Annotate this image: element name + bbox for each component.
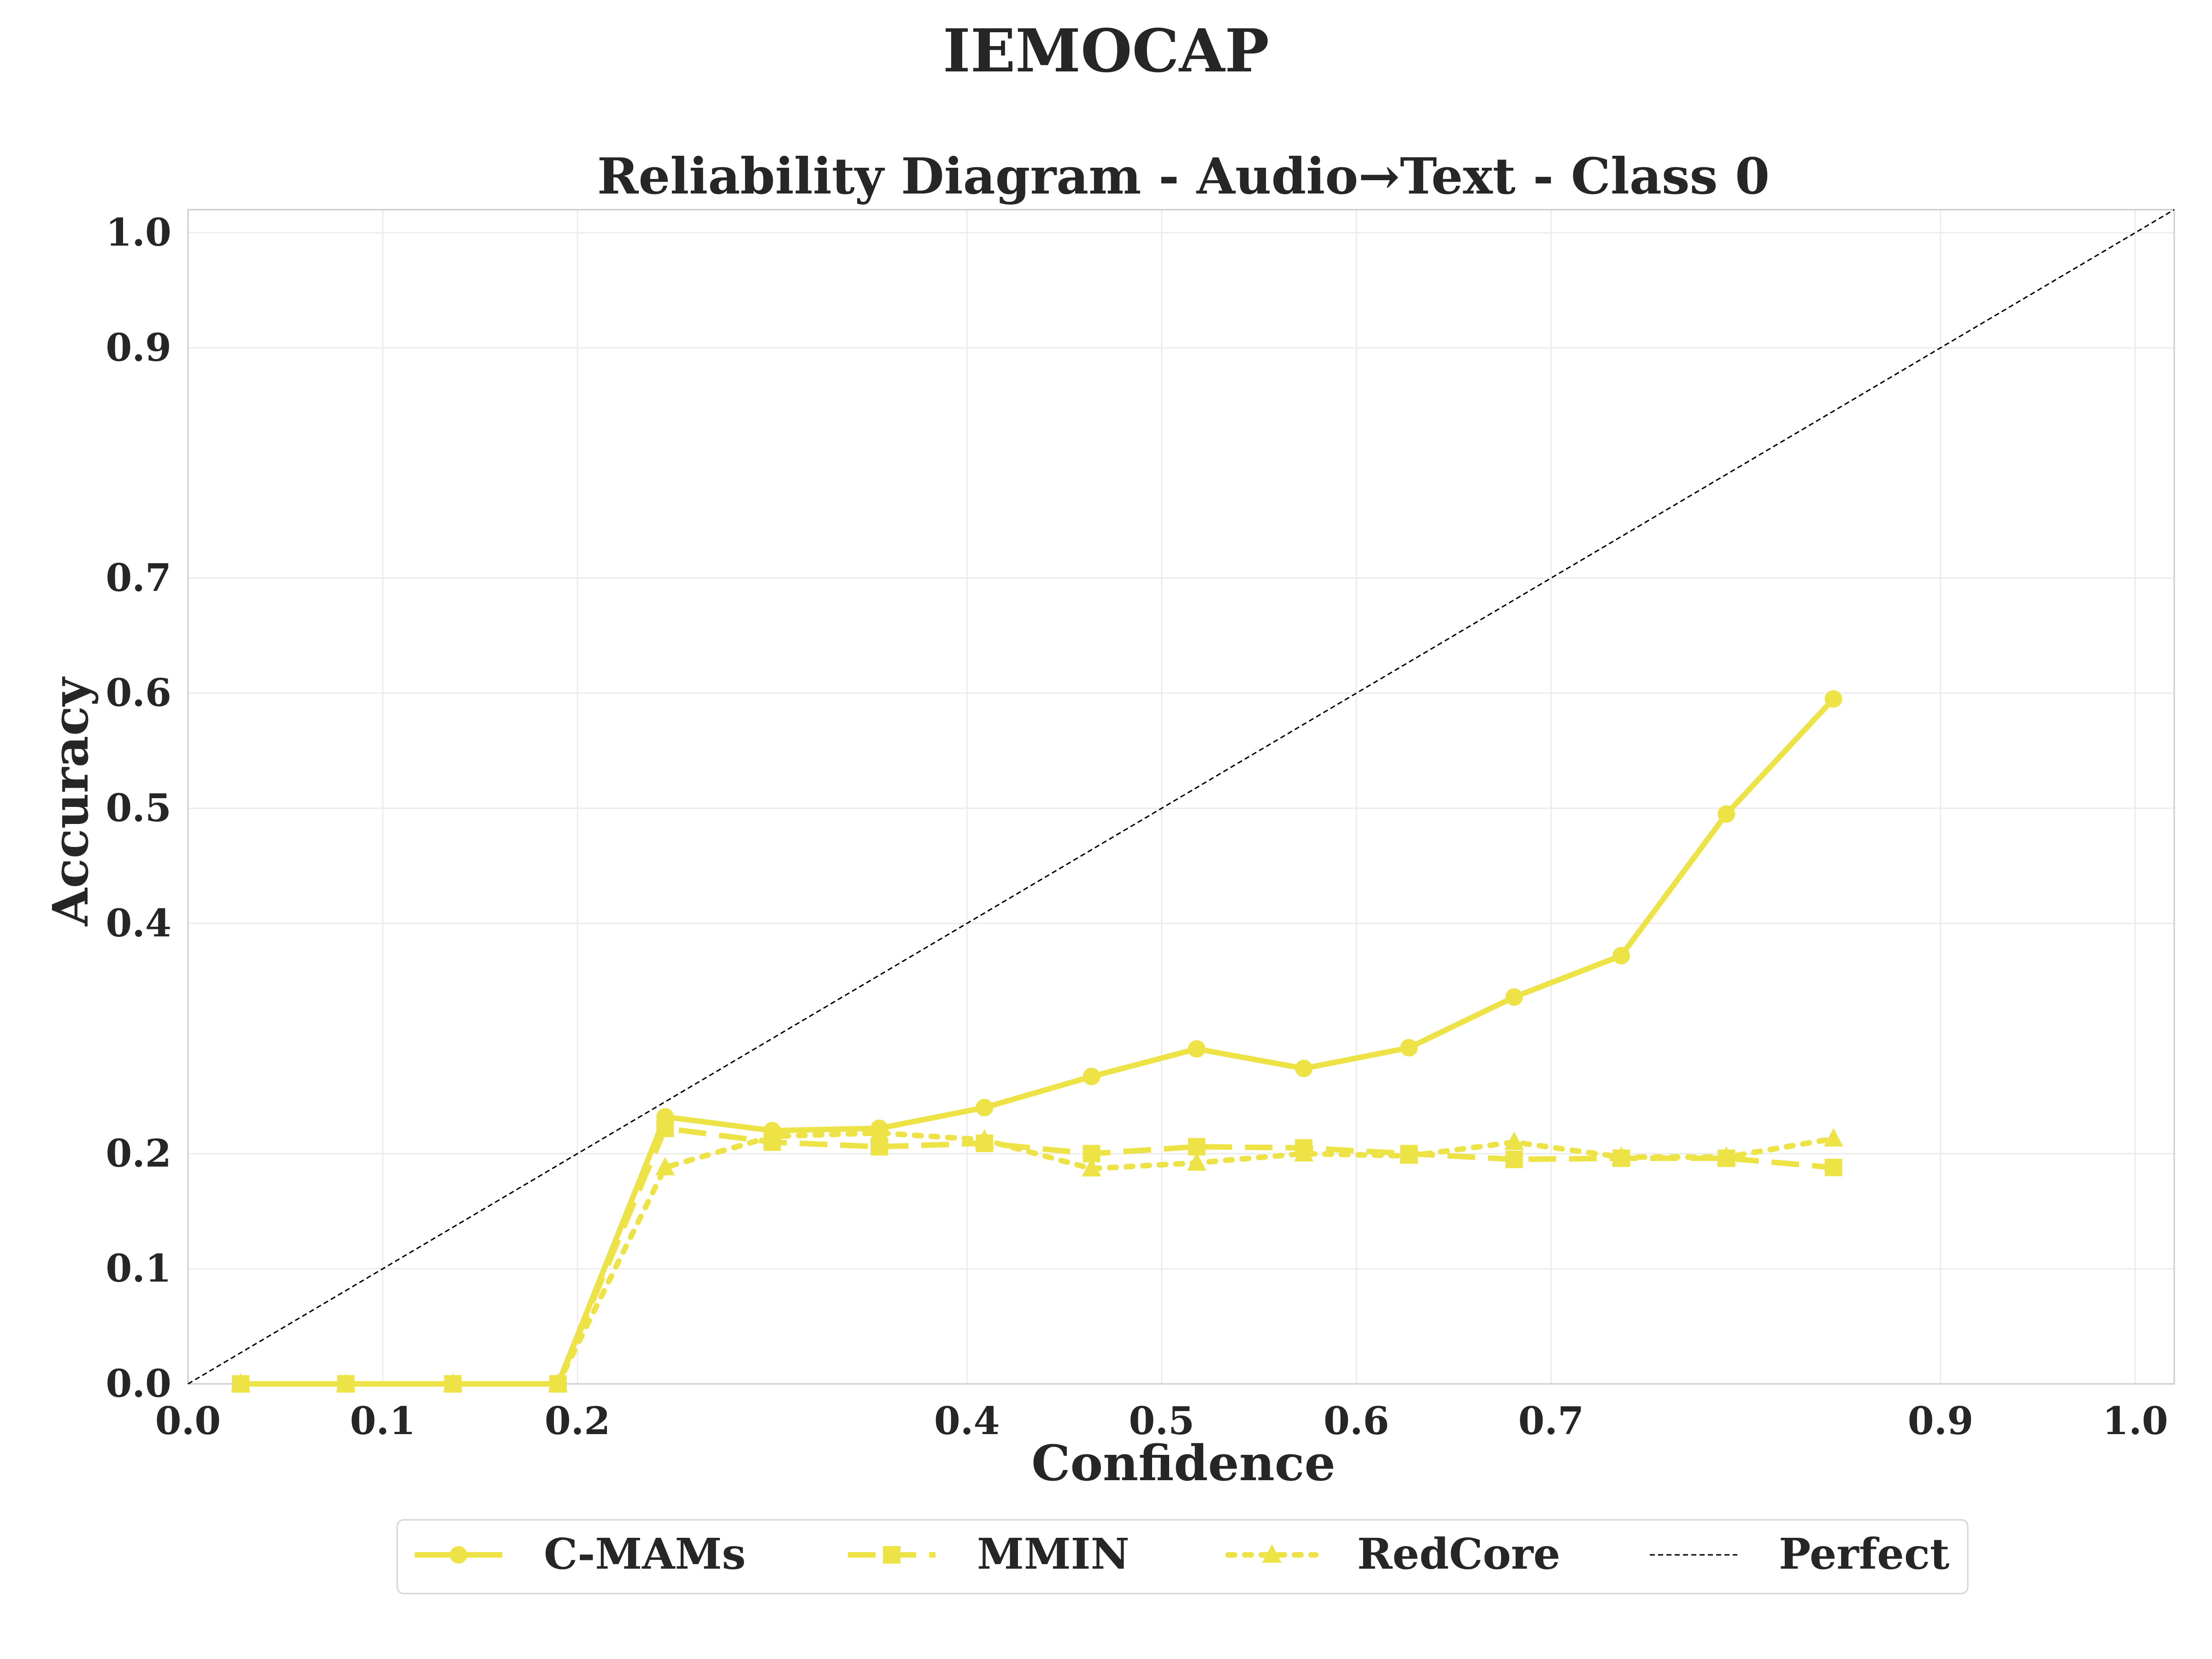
y-tick-label: 0.2 <box>106 1131 171 1176</box>
legend-label: MMIN <box>977 1529 1130 1579</box>
x-tick-label: 0.6 <box>1324 1399 1389 1443</box>
data-point <box>1505 988 1523 1006</box>
data-point <box>1188 1040 1206 1058</box>
data-point <box>1824 690 1842 708</box>
suptitle: IEMOCAP <box>943 17 1269 86</box>
legend-label: C-MAMs <box>544 1529 746 1579</box>
x-tick-label: 0.4 <box>934 1399 1000 1443</box>
y-tick-label: 0.1 <box>106 1247 171 1291</box>
data-point <box>871 1119 888 1137</box>
data-point <box>1504 1131 1524 1150</box>
series-c-mams <box>232 690 1842 1393</box>
data-point <box>1082 1158 1101 1177</box>
y-tick-labels: 0.0 0.1 0.2 0.4 0.5 0.6 0.7 0.9 1.0 <box>106 211 171 1406</box>
y-tick-label: 0.7 <box>106 556 171 600</box>
legend-marker <box>883 1546 900 1564</box>
data-point <box>1082 1145 1100 1163</box>
legend-entry-mmin: MMIN <box>848 1529 1130 1579</box>
series-line-mmin <box>241 1125 1834 1387</box>
series-perfect <box>188 209 2175 1385</box>
x-tick-label: 0.9 <box>1908 1399 1974 1443</box>
legend-marker <box>450 1546 467 1564</box>
x-tick-label: 0.5 <box>1129 1399 1194 1443</box>
series-redcore <box>231 1122 1843 1392</box>
y-tick-label: 0.9 <box>106 326 171 370</box>
chart-title: Reliability Diagram - Audio→Text - Class… <box>597 147 1770 206</box>
data-point <box>871 1138 888 1156</box>
data-point <box>1824 1128 1843 1147</box>
legend: C-MAMs MMIN RedCore Perfect <box>396 1519 1969 1594</box>
y-tick-label: 0.0 <box>106 1362 171 1406</box>
data-point <box>976 1099 994 1117</box>
legend-entry-perfect: Perfect <box>1650 1529 1950 1579</box>
series-group <box>188 209 2175 1393</box>
data-point <box>1188 1138 1206 1156</box>
y-tick-label: 0.5 <box>106 786 171 830</box>
data-point <box>1718 805 1735 823</box>
data-point <box>1612 947 1630 965</box>
legend-marker <box>1262 1544 1282 1563</box>
data-point <box>549 1375 567 1393</box>
data-point <box>1400 1145 1418 1163</box>
data-point <box>656 1108 674 1126</box>
data-point <box>232 1375 250 1393</box>
legend-label: Perfect <box>1779 1529 1950 1579</box>
plot-frame <box>187 209 2175 1385</box>
x-tick-label: 1.0 <box>2102 1399 2168 1443</box>
data-point <box>337 1375 355 1393</box>
y-tick-label: 1.0 <box>106 211 171 255</box>
data-point <box>1187 1152 1206 1171</box>
x-tick-label: 0.1 <box>350 1399 416 1443</box>
x-tick-label: 0.7 <box>1518 1399 1584 1443</box>
legend-entry-redcore: RedCore <box>1225 1529 1560 1579</box>
y-tick-label: 0.4 <box>106 901 171 946</box>
data-point <box>444 1375 462 1393</box>
data-point <box>1612 1149 1630 1167</box>
series-line-c-mams <box>241 697 1835 1387</box>
x-tick-label: 0.0 <box>155 1399 221 1443</box>
y-axis-label: Accuracy <box>41 676 99 926</box>
grid-lines <box>187 210 2174 1385</box>
data-point <box>655 1157 675 1176</box>
x-tick-label: 0.2 <box>545 1399 611 1443</box>
legend-entry-c-mams: C-MAMs <box>415 1529 746 1579</box>
series-mmin <box>232 1119 1842 1393</box>
series-line-redcore <box>238 1130 1836 1387</box>
data-point <box>1505 1150 1523 1168</box>
data-point <box>1295 1059 1313 1077</box>
y-tick-label: 0.6 <box>106 671 171 715</box>
x-tick-labels: 0.0 0.1 0.2 0.4 0.5 0.6 0.7 0.9 1.0 <box>155 1399 2168 1443</box>
data-point <box>1400 1039 1418 1057</box>
data-point <box>1718 1149 1735 1167</box>
data-point <box>976 1134 994 1152</box>
data-point <box>1082 1068 1100 1086</box>
legend-label: RedCore <box>1357 1529 1560 1579</box>
data-point <box>763 1122 781 1140</box>
legend-frame <box>396 1519 1969 1594</box>
x-axis-label: Confidence <box>1031 1434 1335 1492</box>
data-point <box>1295 1139 1313 1157</box>
data-point <box>1824 1159 1842 1177</box>
series-line-perfect <box>188 209 2175 1385</box>
